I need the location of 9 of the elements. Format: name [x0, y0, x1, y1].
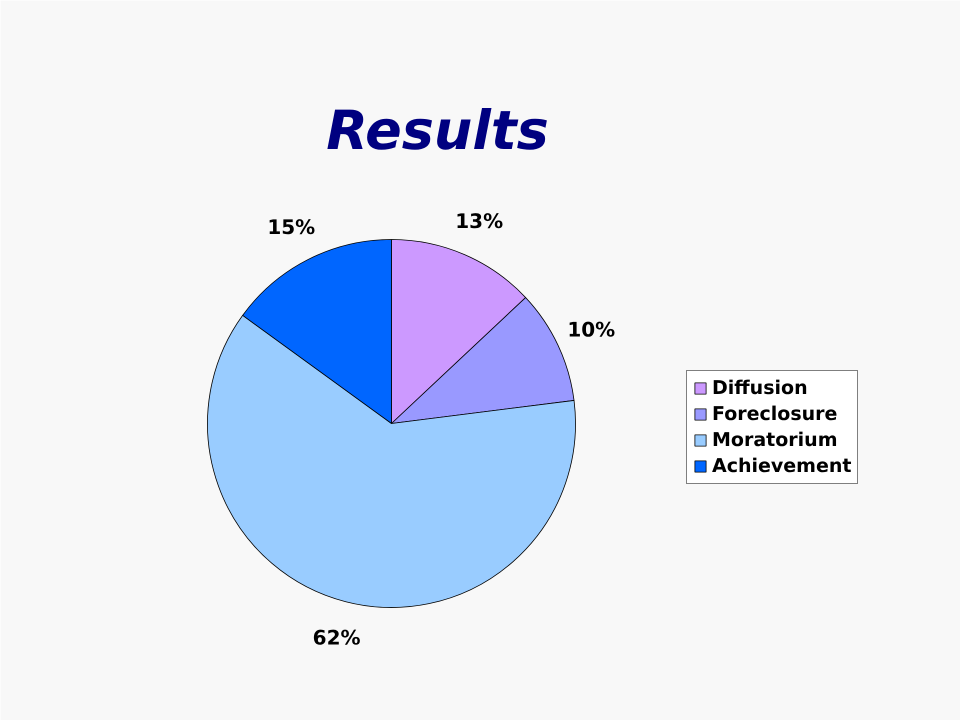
legend-label: Moratorium	[712, 429, 838, 451]
data-label: 62%	[312, 625, 361, 650]
data-label: 10%	[567, 317, 616, 342]
chart-title: Results	[326, 99, 549, 162]
legend-label: Achievement	[712, 455, 852, 477]
data-label: 13%	[455, 208, 504, 233]
legend-label: Foreclosure	[712, 403, 838, 425]
data-label: 15%	[267, 214, 316, 239]
legend-label: Diffusion	[712, 377, 808, 399]
